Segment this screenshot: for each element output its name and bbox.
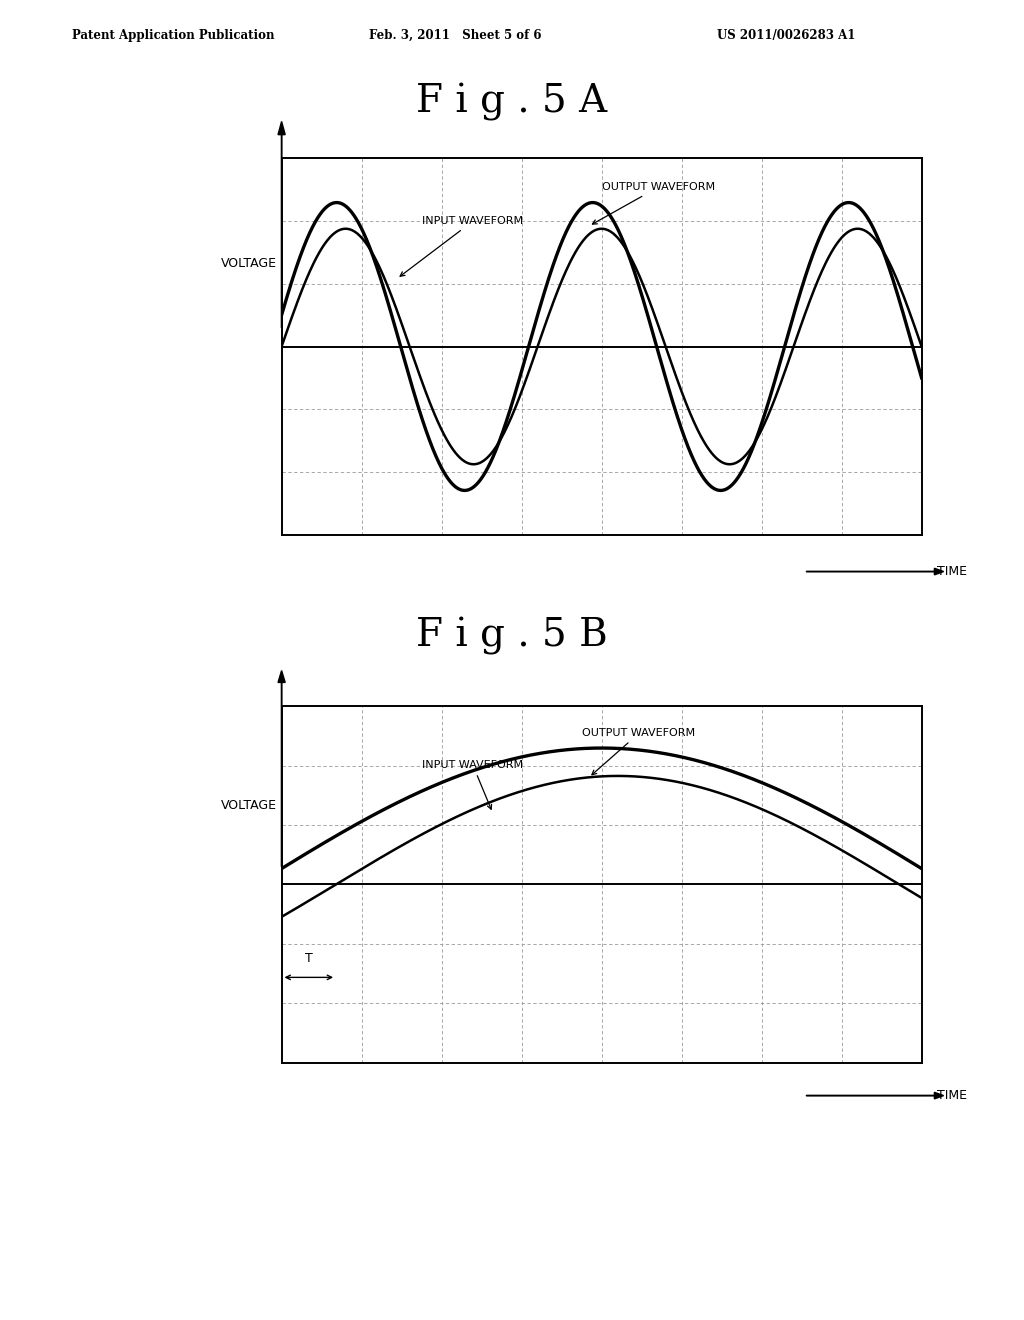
Text: Feb. 3, 2011   Sheet 5 of 6: Feb. 3, 2011 Sheet 5 of 6 [369, 29, 541, 42]
Text: VOLTAGE: VOLTAGE [220, 800, 276, 813]
Text: VOLTAGE: VOLTAGE [220, 257, 276, 271]
Text: OUTPUT WAVEFORM: OUTPUT WAVEFORM [583, 729, 695, 775]
Text: US 2011/0026283 A1: US 2011/0026283 A1 [717, 29, 855, 42]
Text: F i g . 5 B: F i g . 5 B [416, 618, 608, 655]
Text: T: T [305, 952, 312, 965]
Text: Patent Application Publication: Patent Application Publication [72, 29, 274, 42]
Text: OUTPUT WAVEFORM: OUTPUT WAVEFORM [593, 182, 715, 224]
Text: TIME: TIME [938, 1089, 968, 1102]
Text: TIME: TIME [938, 565, 968, 578]
Text: INPUT WAVEFORM: INPUT WAVEFORM [400, 216, 523, 276]
Text: INPUT WAVEFORM: INPUT WAVEFORM [423, 760, 523, 809]
Text: F i g . 5 A: F i g . 5 A [417, 83, 607, 120]
